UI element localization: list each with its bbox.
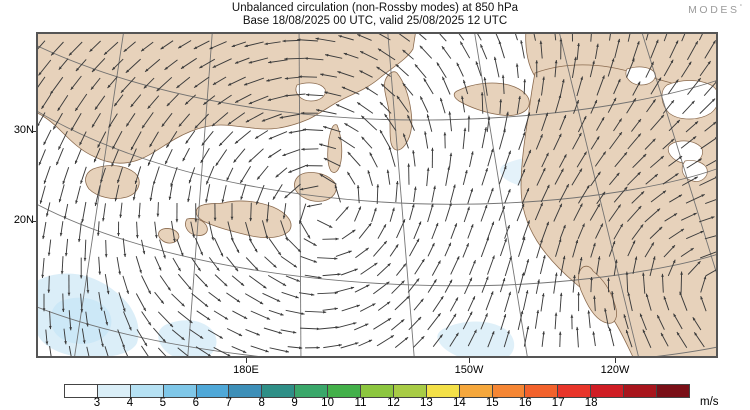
colorbar-cell-3 <box>163 385 196 397</box>
brand-mark: ° <box>740 5 742 11</box>
colorbar-cell-16 <box>590 385 623 397</box>
colorbar-unit-label: m/s <box>700 396 719 408</box>
colorbar-swatches <box>64 384 690 398</box>
chart-title-block: Unbalanced circulation (non-Rossby modes… <box>0 2 750 28</box>
colorbar-tick-14: 14 <box>447 397 471 409</box>
brand-text: MODES <box>688 4 740 16</box>
colorbar-tick-18: 18 <box>579 397 603 409</box>
colorbar-tick-3: 3 <box>85 397 109 409</box>
colorbar-tick-15: 15 <box>480 397 504 409</box>
map-plot-area[interactable] <box>36 32 718 358</box>
colorbar-cell-14 <box>524 385 557 397</box>
lon-label-180e: 180E <box>216 364 276 376</box>
colorbar-cell-17 <box>623 385 656 397</box>
colorbar-tick-6: 6 <box>184 397 208 409</box>
colorbar-cell-15 <box>557 385 590 397</box>
lon-tick-150w <box>469 358 470 363</box>
colorbar-tick-17: 17 <box>546 397 570 409</box>
lon-tick-180e <box>246 358 247 363</box>
colorbar-cell-11 <box>426 385 459 397</box>
colorbar-cell-7 <box>294 385 327 397</box>
colorbar-cell-1 <box>97 385 130 397</box>
lon-label-120w: 120W <box>585 364 645 376</box>
wind-vector <box>681 272 682 293</box>
chart-subtitle: Base 18/08/2025 00 UTC, valid 25/08/2025… <box>0 15 750 28</box>
lat-label-20n: 20N <box>0 214 34 226</box>
brand-logo: MODES° <box>688 4 742 16</box>
colorbar-cell-13 <box>492 385 525 397</box>
colorbar-tick-5: 5 <box>151 397 175 409</box>
colorbar-tick-12: 12 <box>381 397 405 409</box>
colorbar-cell-6 <box>261 385 294 397</box>
lon-label-150w: 150W <box>439 364 499 376</box>
colorbar-tick-11: 11 <box>349 397 373 409</box>
lon-tick-120w <box>615 358 616 363</box>
colorbar-cell-4 <box>196 385 229 397</box>
colorbar-cell-10 <box>393 385 426 397</box>
lat-label-30n: 30N <box>0 124 34 136</box>
colorbar-tick-10: 10 <box>316 397 340 409</box>
colorbar[interactable] <box>64 384 690 398</box>
colorbar-cell-8 <box>327 385 360 397</box>
colorbar-cell-12 <box>459 385 492 397</box>
colorbar-cell-0 <box>65 385 97 397</box>
colorbar-tick-13: 13 <box>414 397 438 409</box>
colorbar-tick-7: 7 <box>217 397 241 409</box>
page-title: Unbalanced circulation (non-Rossby modes… <box>0 2 750 15</box>
colorbar-cell-5 <box>228 385 261 397</box>
colorbar-cell-18 <box>656 385 689 397</box>
colorbar-cell-2 <box>130 385 163 397</box>
colorbar-tick-4: 4 <box>118 397 142 409</box>
colorbar-tick-16: 16 <box>513 397 537 409</box>
map-svg <box>37 33 717 357</box>
lat-tick-30n <box>31 131 36 132</box>
colorbar-tick-9: 9 <box>283 397 307 409</box>
colorbar-cell-9 <box>360 385 393 397</box>
water-hudson-bay <box>662 81 717 120</box>
lat-tick-20n <box>31 221 36 222</box>
colorbar-tick-8: 8 <box>250 397 274 409</box>
